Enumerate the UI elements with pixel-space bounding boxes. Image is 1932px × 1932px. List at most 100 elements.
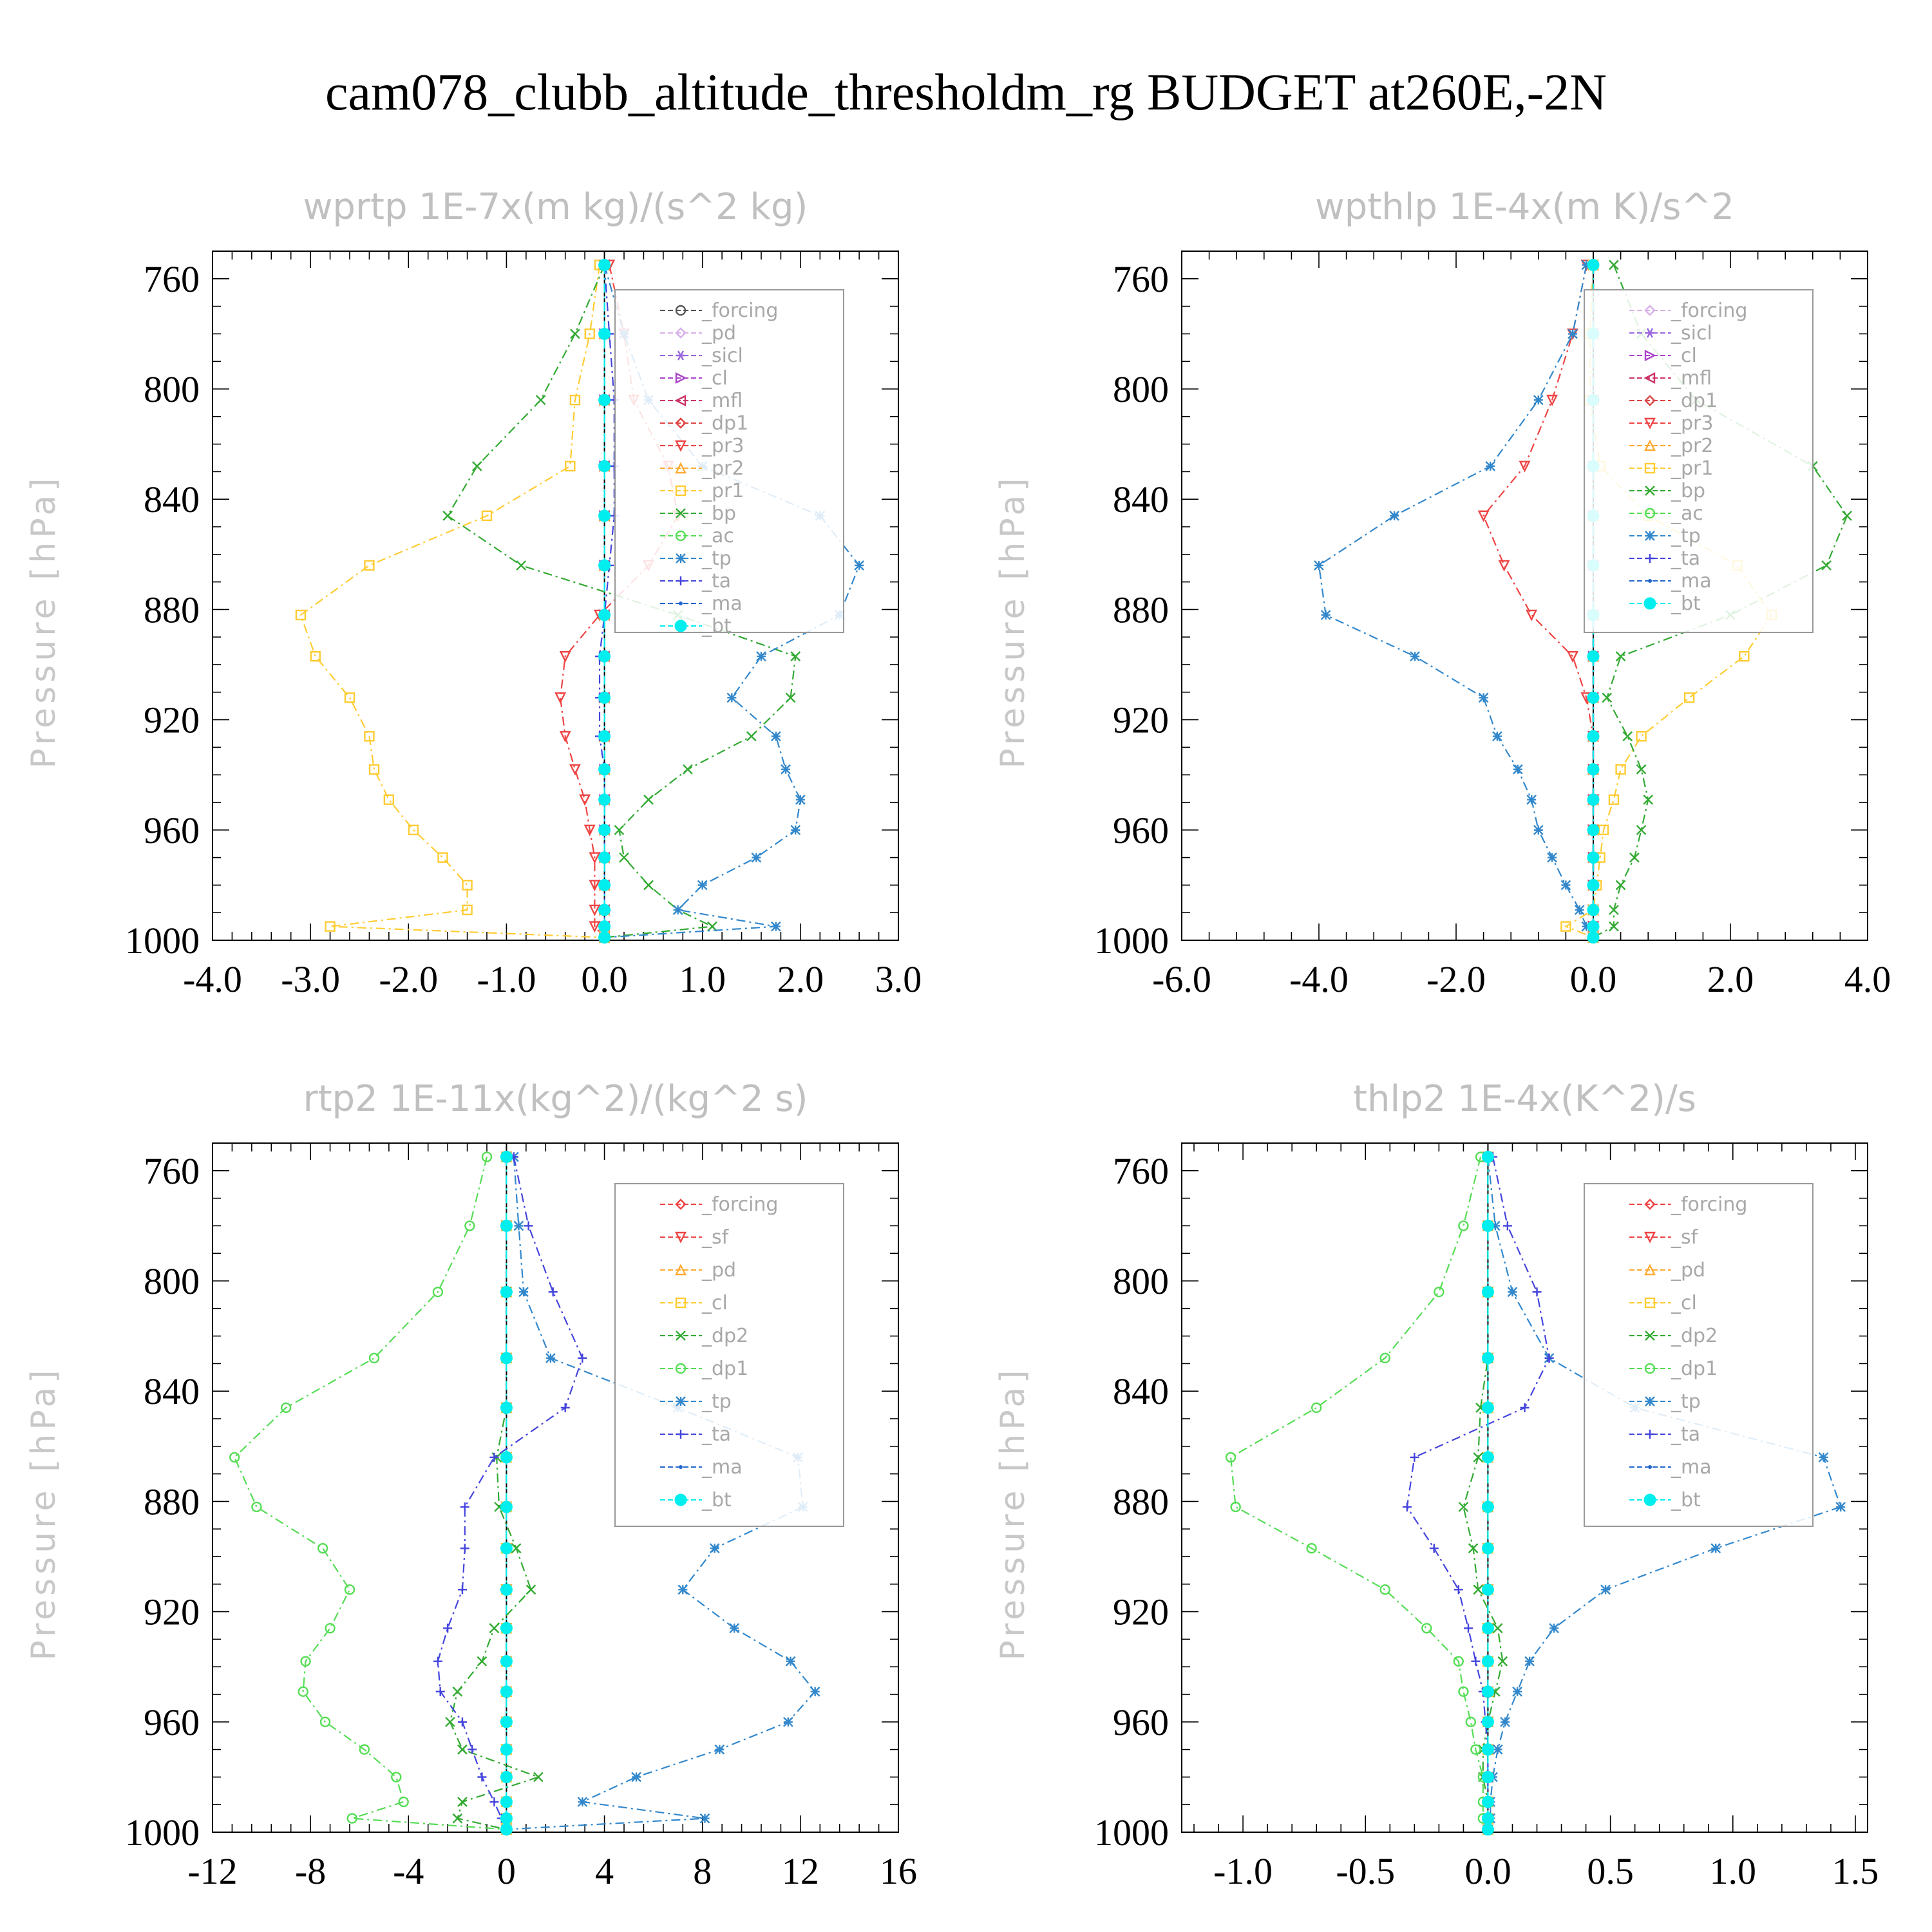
legend-label: _bt [1671,1489,1701,1511]
legend-marker [674,1493,687,1506]
data-point [489,1452,499,1462]
legend-box [614,1183,844,1527]
data-point [598,609,611,621]
legend-marker [1645,1430,1654,1439]
legend-marker [679,1465,683,1469]
data-point [1492,1744,1503,1755]
data-point [325,1623,336,1634]
legend-marker [1644,1363,1656,1374]
data-point [533,1772,544,1783]
data-point [500,1655,513,1668]
y-tick-label: 840 [144,478,200,520]
legend-marker [676,508,686,518]
data-point [565,460,576,472]
data-point [1532,1287,1542,1297]
data-point [1643,794,1654,805]
legend-label: _bp [1671,480,1705,502]
legend-marker [1644,462,1656,474]
data-point [1567,328,1578,339]
data-point [598,920,611,933]
data-point [280,1402,292,1414]
data-point [1481,1812,1494,1825]
x-tick-label: 0.0 [1570,958,1617,1000]
legend-marker [676,1396,686,1406]
data-point [785,1656,796,1667]
legend-marker [1645,1396,1655,1406]
data-point [500,1451,513,1464]
data-point [1498,560,1510,572]
data-point [781,764,791,775]
series-group [1225,1150,1846,1836]
data-point [570,328,580,339]
data-point [500,1743,513,1756]
data-point [598,763,611,776]
legend-label: _dp1 [1671,390,1718,412]
data-point [437,852,448,863]
legend-label: _ma [1671,1456,1712,1479]
legend-label: _tp [701,547,732,570]
legend-marker [1645,531,1655,541]
data-point [1544,1353,1554,1363]
legend-label: _pr2 [1671,435,1713,457]
data-point [598,878,611,891]
data-point [1587,931,1600,944]
data-point [1402,1502,1412,1511]
data-point [1481,1655,1494,1668]
legend-box [614,289,844,633]
legend-label: _pd [1671,1259,1705,1282]
legend-label: _mfl [1671,367,1712,390]
data-point [1481,1685,1494,1698]
data-point [1379,1584,1390,1595]
data-point [1609,921,1619,932]
chart-panel-4: thlp2 1E-4x(K^2)/s Pressure [hPa] 760 800 84… [994,1078,1879,1892]
data-point [560,1403,570,1412]
data-point [1481,1823,1494,1836]
data-point [559,650,571,663]
data-point [391,1772,402,1783]
x-tick-label: -4.0 [183,958,242,1000]
y-tick-label: 840 [1113,478,1169,520]
series-line-dp1 [233,1157,507,1830]
legend-label: _pr3 [1671,412,1713,435]
panel-title: wpthlp 1E-4x(m K)/s^2 [1315,186,1734,228]
data-point [770,921,781,932]
legend-box [1584,289,1814,633]
data-point [364,731,375,742]
y-tick-label: 800 [144,1260,200,1302]
data-point [526,1584,536,1595]
y-tick-label: 880 [144,589,200,630]
legend-label: _bt [701,1489,732,1511]
legend-marker [1644,395,1656,406]
data-point [1636,764,1647,775]
legend-marker [675,1264,687,1276]
data-point [1739,650,1750,662]
data-point [1587,851,1600,864]
data-point [614,824,625,835]
data-point [481,1151,493,1162]
data-point [464,1220,475,1231]
data-point [699,1813,710,1824]
y-tick-label: 920 [1113,699,1169,741]
data-point [790,824,801,835]
x-tick-label: 0.5 [1587,1850,1634,1892]
data-point [1453,1656,1464,1667]
data-point [1464,1624,1473,1633]
legend-marker [1645,1331,1655,1341]
data-point [1567,650,1578,663]
x-tick-label: 0 [497,1850,516,1892]
legend-label: _forcing [701,1193,778,1216]
data-point [795,794,806,805]
data-point [598,327,611,340]
data-point [1485,460,1496,471]
legend-marker [1648,1465,1652,1469]
data-point [1622,731,1633,742]
data-point [598,393,611,406]
legend: _forcing _sf _pd _cl _dp2 _dp1 _tp _ta _ma _bt [1584,1183,1814,1527]
data-point [1524,1656,1535,1667]
legend-marker [1644,350,1656,361]
y-tick-label: 1000 [125,1812,200,1853]
data-point [598,460,611,473]
data-point [489,1797,499,1806]
data-point [518,1287,529,1297]
legend-label: _sf [701,1226,730,1249]
